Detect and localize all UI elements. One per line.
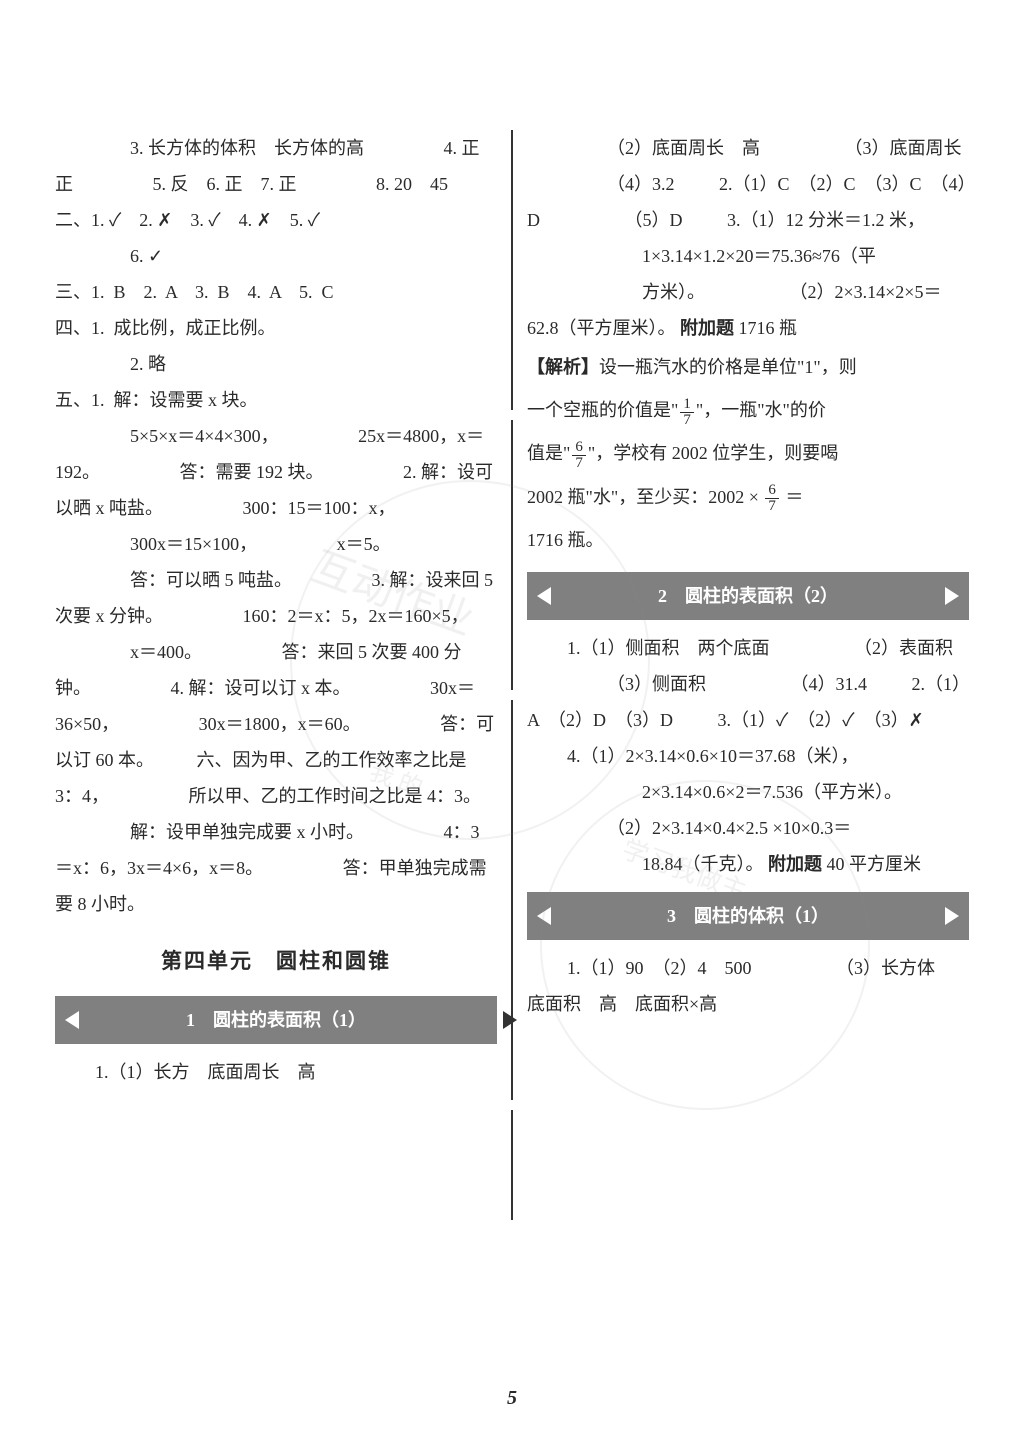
r-q1-3: （3）底面周长 [765, 138, 962, 158]
section-5-1a: 五、1. 解：设需要 x 块。 [55, 382, 497, 418]
section-2-title: 2 圆柱的表面积（2） [658, 586, 838, 606]
section-5-2c: 300x＝15×100， [55, 534, 257, 554]
r-q3-1b: 1×3.14×1.2×20＝75.36≈76（平 [527, 246, 876, 266]
section-2-6: 6. ✓ [55, 246, 163, 266]
analysis-b-post: "，一瓶"水"的价 [696, 400, 826, 420]
extra-title-2: 附加题 [768, 854, 822, 874]
s3-q1-1: 1.（1）90 （2）4 500 [527, 958, 752, 978]
section-5-2e: 答：可以晒 5 吨盐。 [55, 570, 292, 590]
section-5-3c: x＝400。 [55, 642, 202, 662]
s2-q4-1b: 2×3.14×0.6×2＝7.536（平方米）。 [527, 782, 902, 802]
page-number: 5 [507, 1387, 517, 1410]
right-column: （2）底面周长 高 （3）底面周长 （4）3.2 2.（1）C （2）C （3）… [512, 130, 969, 1400]
triangle-left-icon [65, 1011, 79, 1029]
triangle-left-icon-3 [537, 907, 551, 925]
r-q2-5: （5）D [545, 210, 683, 230]
section-bar-1: 1 圆柱的表面积（1） [55, 996, 497, 1044]
section-4-1: 四、1. 成比例，成正比例。 [55, 310, 497, 346]
section-3: 三、1. B 2. A 3. B 4. A 5. C [55, 274, 497, 310]
s1-q1-1: 1.（1）长方 底面周长 高 [55, 1062, 316, 1082]
extra-title-1: 附加题 [680, 318, 734, 338]
r-q1-2: （2）底面周长 高 [527, 138, 760, 158]
extra-ans-1: 1716 瓶 [739, 318, 798, 338]
r-q3-1c: 方米）。 [527, 282, 705, 302]
section-5-3b: 160：2＝x：5，2x＝160×5， [168, 606, 469, 626]
s2-q4-2a: （2）2×3.14×0.4×2.5 ×10×0.3＝ [527, 818, 851, 838]
section-5-1d: 答：需要 192 块。 [105, 462, 324, 482]
section-5-4c: 30x＝1800，x＝60。 [124, 714, 361, 734]
frac-6-7-b: 67 [765, 483, 779, 514]
triangle-right-icon-2 [945, 587, 959, 605]
section-2: 二、1. ✓ 2. ✗ 3. ✓ 4. ✗ 5. ✓ [55, 202, 497, 238]
s2-q3: 3.（1）✓ （2）✓ （3）✗ [678, 710, 924, 730]
s2-q4-1a: 4.（1）2×3.14×0.6×10＝37.68（米）， [527, 746, 858, 766]
section-5-4a: 4. 解：设可以订 x 本。 [96, 678, 351, 698]
frac-1-7: 17 [680, 397, 694, 428]
s2-q1-2: （2）表面积 [774, 638, 953, 658]
section-3-title: 3 圆柱的体积（1） [667, 906, 829, 926]
analysis-block: 【解析】设一瓶汽水的价格是单位"1"，则 一个空瓶的价值是"17"，一瓶"水"的… [527, 346, 969, 562]
analysis-label: 【解析】 [527, 357, 599, 377]
line-8: 8. 20 45 [301, 174, 448, 194]
analysis-d-post: ＝ [781, 487, 804, 507]
column-divider [511, 130, 513, 1340]
section-5-2d: x＝5。 [262, 534, 391, 554]
section-5-2b: 300：15＝100：x， [168, 498, 396, 518]
extra-ans-2: 40 平方厘米 [827, 854, 922, 874]
line-3: 3. 长方体的体积 长方体的高 [55, 138, 364, 158]
triangle-right-icon [503, 1011, 517, 1029]
triangle-right-icon-3 [945, 907, 959, 925]
section-1-title: 1 圆柱的表面积（1） [186, 1010, 366, 1030]
page-container: 3. 长方体的体积 长方体的高 4. 正 正 5. 反 6. 正 7. 正 8.… [0, 0, 1024, 1440]
analysis-d-pre: 2002 瓶"水"，至少买：2002 × [527, 487, 763, 507]
left-column: 3. 长方体的体积 长方体的高 4. 正 正 5. 反 6. 正 7. 正 8.… [55, 130, 512, 1400]
section-4-2: 2. 略 [55, 354, 166, 374]
s2-q1-3: （3）侧面积 [527, 674, 706, 694]
section-6b: 所以甲、乙的工作时间之比是 4：3。 [114, 786, 482, 806]
s2-q1-1: 1.（1）侧面积 两个底面 [527, 638, 770, 658]
section-6c: 解：设甲单独完成要 x 小时。 [55, 822, 364, 842]
analysis-e: 1716 瓶。 [527, 530, 604, 550]
s2-q1-4: （4）31.4 [711, 674, 868, 694]
triangle-left-icon-2 [537, 587, 551, 605]
frac-6-7-a: 67 [572, 440, 586, 471]
unit-4-title: 第四单元 圆柱和圆锥 [55, 940, 497, 982]
analysis-b-pre: 一个空瓶的价值是" [527, 400, 678, 420]
analysis-a: 设一瓶汽水的价格是单位"1"，则 [599, 357, 857, 377]
r-q3-1a: 3.（1）12 分米＝1.2 米， [687, 210, 925, 230]
analysis-c-pre: 值是" [527, 443, 570, 463]
analysis-c-post: "，学校有 2002 位学生，则要喝 [588, 443, 838, 463]
section-5-1b: 5×5×x＝4×4×300， [55, 426, 279, 446]
section-bar-3: 3 圆柱的体积（1） [527, 892, 969, 940]
line-5: 5. 反 6. 正 7. 正 [78, 174, 297, 194]
s2-q4-2b: 18.84（千克）。 [527, 854, 764, 874]
section-bar-2: 2 圆柱的表面积（2） [527, 572, 969, 620]
r-q1-4: （4）3.2 [527, 174, 675, 194]
